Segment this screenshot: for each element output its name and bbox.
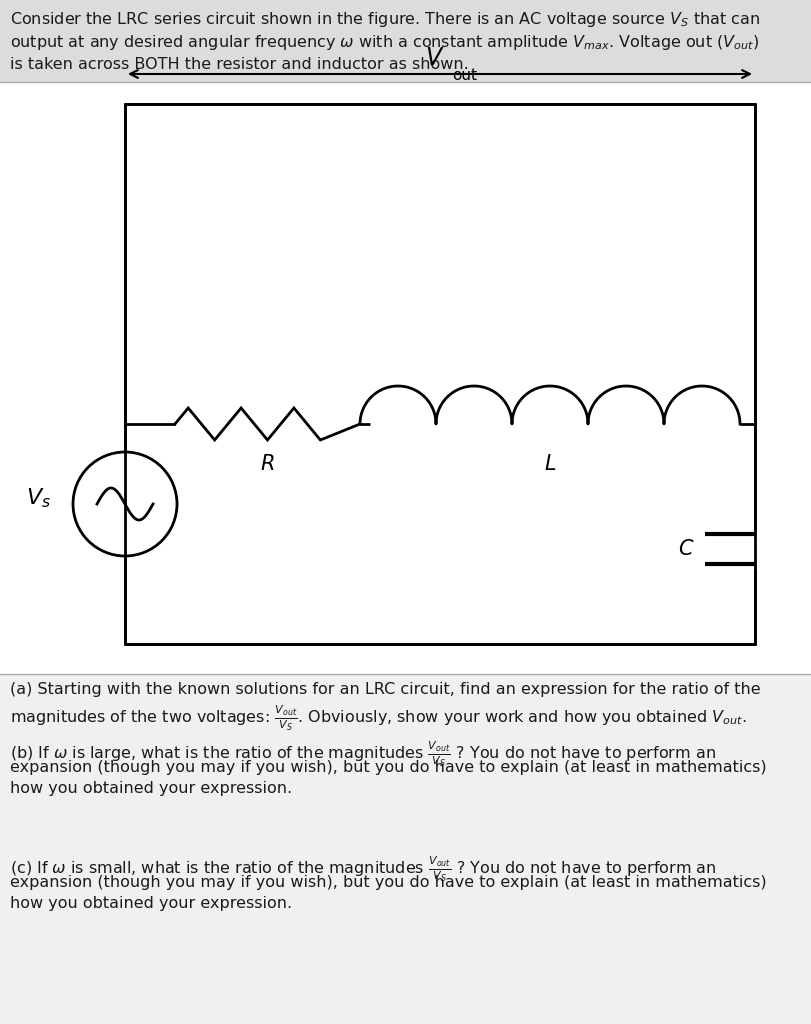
Text: expansion (though you may if you wish), but you do have to explain (at least in : expansion (though you may if you wish), … (10, 760, 766, 775)
Text: magnitudes of the two voltages: $\frac{V_{out}}{V_S}$. Obviously, show your work: magnitudes of the two voltages: $\frac{V… (10, 703, 747, 732)
Text: $V$: $V$ (425, 46, 444, 70)
Text: is taken across BOTH the resistor and inductor as shown.: is taken across BOTH the resistor and in… (10, 57, 469, 72)
Text: L: L (544, 454, 556, 474)
Text: (b) If $\omega$ is large, what is the ratio of the magnitudes $\frac{V_{out}}{V_: (b) If $\omega$ is large, what is the ra… (10, 739, 716, 769)
Text: how you obtained your expression.: how you obtained your expression. (10, 781, 292, 796)
FancyBboxPatch shape (125, 104, 755, 644)
Text: C: C (678, 539, 693, 559)
Text: (a) Starting with the known solutions for an LRC circuit, find an expression for: (a) Starting with the known solutions fo… (10, 682, 761, 697)
Text: output at any desired angular frequency $\omega$ with a constant amplitude $V_{m: output at any desired angular frequency … (10, 33, 759, 52)
FancyBboxPatch shape (0, 0, 811, 82)
Text: how you obtained your expression.: how you obtained your expression. (10, 896, 292, 911)
FancyBboxPatch shape (0, 82, 811, 674)
Text: $V_s$: $V_s$ (26, 486, 51, 510)
Text: (c) If $\omega$ is small, what is the ratio of the magnitudes $\frac{V_{out}}{V_: (c) If $\omega$ is small, what is the ra… (10, 854, 716, 884)
Text: expansion (though you may if you wish), but you do have to explain (at least in : expansion (though you may if you wish), … (10, 874, 766, 890)
Text: out: out (452, 69, 477, 84)
Text: R: R (260, 454, 275, 474)
Text: Consider the LRC series circuit shown in the figure. There is an AC voltage sour: Consider the LRC series circuit shown in… (10, 10, 760, 29)
